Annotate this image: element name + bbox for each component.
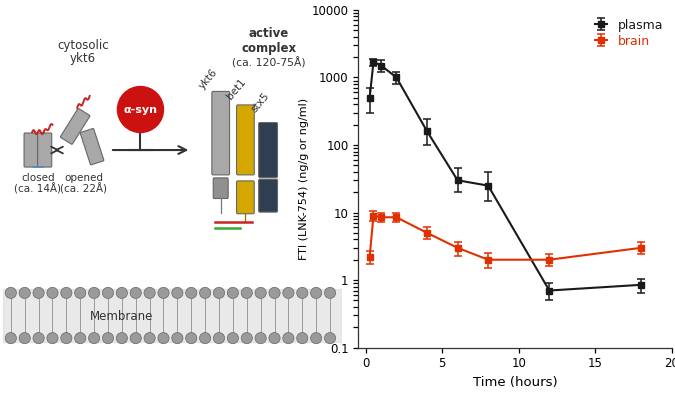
Text: (ca. 14Å): (ca. 14Å): [14, 184, 61, 195]
Circle shape: [75, 333, 86, 344]
Circle shape: [269, 333, 280, 344]
Circle shape: [158, 333, 169, 344]
Circle shape: [116, 333, 128, 344]
Circle shape: [283, 333, 294, 344]
Circle shape: [227, 333, 238, 344]
FancyBboxPatch shape: [80, 128, 104, 165]
Circle shape: [325, 287, 335, 299]
Circle shape: [227, 287, 238, 299]
Circle shape: [213, 287, 225, 299]
Circle shape: [47, 287, 58, 299]
Circle shape: [325, 333, 335, 344]
Circle shape: [200, 287, 211, 299]
Circle shape: [19, 287, 30, 299]
Circle shape: [186, 287, 197, 299]
Circle shape: [103, 333, 113, 344]
Text: bet1: bet1: [225, 77, 248, 102]
FancyBboxPatch shape: [38, 133, 52, 167]
FancyBboxPatch shape: [236, 105, 254, 175]
FancyBboxPatch shape: [61, 109, 90, 144]
Circle shape: [130, 333, 141, 344]
Text: (ca. 22Å): (ca. 22Å): [61, 184, 107, 195]
Text: cytosolic: cytosolic: [57, 39, 109, 52]
Text: complex: complex: [242, 42, 297, 55]
Circle shape: [103, 287, 113, 299]
Circle shape: [47, 333, 58, 344]
Circle shape: [144, 287, 155, 299]
Circle shape: [269, 287, 280, 299]
Circle shape: [33, 333, 44, 344]
FancyBboxPatch shape: [213, 178, 228, 199]
Circle shape: [19, 333, 30, 344]
Circle shape: [5, 287, 16, 299]
Circle shape: [61, 287, 72, 299]
Bar: [3, 289, 342, 342]
FancyBboxPatch shape: [24, 133, 38, 167]
Circle shape: [88, 287, 100, 299]
Circle shape: [144, 333, 155, 344]
Circle shape: [171, 333, 183, 344]
Circle shape: [310, 333, 322, 344]
Circle shape: [310, 287, 322, 299]
X-axis label: Time (hours): Time (hours): [472, 376, 558, 389]
Circle shape: [297, 333, 308, 344]
FancyBboxPatch shape: [259, 122, 277, 177]
Text: ykt6: ykt6: [70, 52, 96, 65]
Circle shape: [75, 287, 86, 299]
Circle shape: [241, 333, 252, 344]
Text: closed: closed: [21, 173, 55, 183]
Circle shape: [241, 287, 252, 299]
Circle shape: [130, 287, 141, 299]
Circle shape: [33, 287, 44, 299]
Text: ykt6: ykt6: [197, 67, 219, 91]
Circle shape: [158, 287, 169, 299]
FancyBboxPatch shape: [212, 91, 230, 175]
Circle shape: [186, 333, 197, 344]
Circle shape: [283, 287, 294, 299]
Circle shape: [116, 287, 128, 299]
Text: opened: opened: [64, 173, 103, 183]
FancyBboxPatch shape: [259, 179, 277, 212]
FancyBboxPatch shape: [236, 181, 254, 214]
Circle shape: [61, 333, 72, 344]
Y-axis label: FTI (LNK-754) (ng/g or ng/ml): FTI (LNK-754) (ng/g or ng/ml): [298, 98, 308, 260]
Circle shape: [213, 333, 225, 344]
Circle shape: [117, 87, 163, 132]
Legend: plasma, brain: plasma, brain: [593, 16, 666, 50]
Circle shape: [5, 333, 16, 344]
Text: active: active: [249, 27, 289, 40]
Circle shape: [255, 287, 266, 299]
Circle shape: [171, 287, 183, 299]
Text: α-syn: α-syn: [124, 105, 157, 115]
Text: Membrane: Membrane: [90, 310, 153, 323]
Circle shape: [200, 333, 211, 344]
Circle shape: [255, 333, 266, 344]
Circle shape: [297, 287, 308, 299]
Text: stx5: stx5: [250, 90, 271, 114]
Circle shape: [88, 333, 100, 344]
Text: (ca. 120-75Å): (ca. 120-75Å): [232, 57, 306, 69]
